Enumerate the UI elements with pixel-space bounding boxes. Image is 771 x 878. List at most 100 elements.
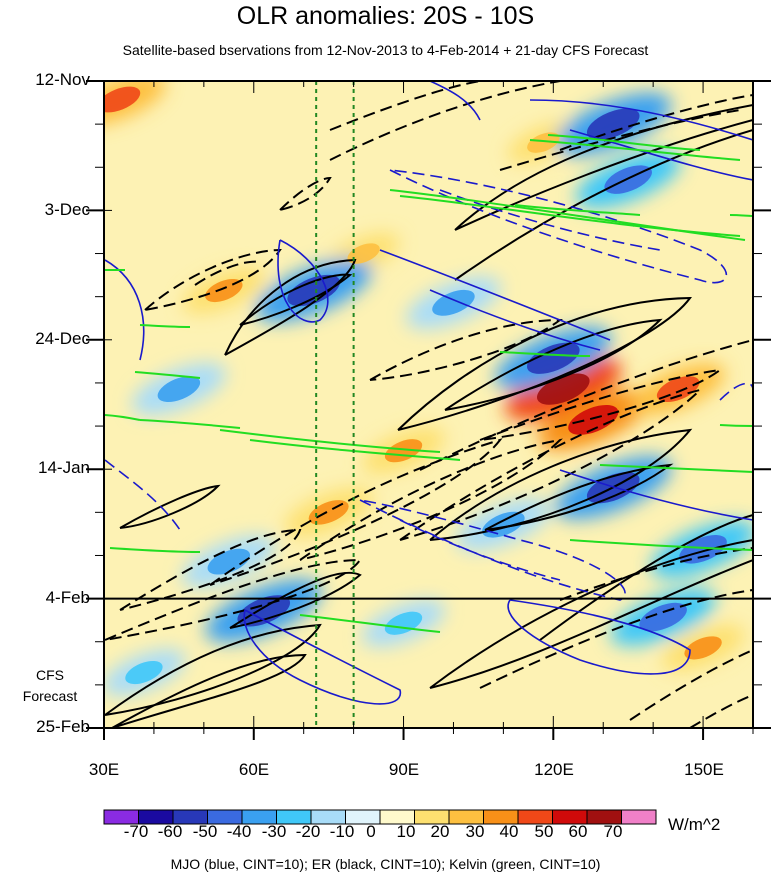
mjo-contour <box>277 239 329 323</box>
er-contour <box>104 558 362 641</box>
mjo-contour <box>104 259 145 361</box>
colorbar-label: 60 <box>568 822 588 841</box>
er-contour <box>629 649 753 721</box>
colorbar <box>103 809 657 825</box>
er-contour <box>111 653 307 728</box>
y-tick-label: 3-Dec <box>44 200 90 219</box>
chart-subtitle: Satellite-based bservations from 12-Nov-… <box>122 42 649 58</box>
er-contour <box>559 94 753 151</box>
er-contour <box>299 438 563 561</box>
kelvin-contour <box>134 371 201 379</box>
colorbar-units: W/m^2 <box>668 815 721 834</box>
anomaly-core <box>527 342 580 374</box>
y-tick-label: 14-Jan <box>38 458 90 477</box>
mjo-contour <box>359 499 626 601</box>
anomaly-core <box>679 535 727 564</box>
er-contour <box>454 103 753 231</box>
er-contour <box>689 694 753 728</box>
mjo-contour <box>569 129 753 181</box>
anomaly-core <box>125 660 163 685</box>
er-contour <box>399 388 704 541</box>
mjo-contour <box>389 169 728 284</box>
y-tick-label: 12-Nov <box>35 70 90 89</box>
mjo-contour <box>399 519 561 581</box>
anomaly-core <box>586 108 640 140</box>
kelvin-contour <box>514 204 641 216</box>
colorbar-label: -20 <box>295 822 321 841</box>
anomaly-core <box>104 86 141 113</box>
y-tick-label: 25-Feb <box>36 717 90 736</box>
y-tick-label: 4-Feb <box>45 588 90 607</box>
contour-legend-note: MJO (blue, CINT=10); ER (black, CINT=10)… <box>170 856 601 872</box>
mjo-contour <box>243 609 402 705</box>
colorbar-label: -40 <box>226 822 252 841</box>
mjo-positive-contours <box>104 81 753 705</box>
kelvin-contour <box>547 134 701 151</box>
mjo-contour <box>104 459 181 531</box>
anomaly-core <box>347 243 380 264</box>
mjo-contour <box>379 249 611 341</box>
er-contour <box>479 369 721 441</box>
contour-overlays <box>104 81 753 728</box>
colorbar-label: 20 <box>430 822 450 841</box>
forecast-label-line-2: Forecast <box>22 688 78 704</box>
anomaly-core <box>527 132 560 153</box>
mjo-contour <box>529 99 753 141</box>
y-tick-label: 24-Dec <box>35 329 90 348</box>
forecast-label-line-1: CFS <box>36 667 64 683</box>
er-contour <box>329 81 481 131</box>
anomaly-core <box>568 404 619 435</box>
x-tick-label: 60E <box>238 760 270 779</box>
x-tick-label: 90E <box>388 760 420 779</box>
kelvin-contour <box>529 139 741 161</box>
anomaly-core <box>287 274 340 307</box>
x-axis-ticks <box>103 81 754 740</box>
kelvin-contour <box>249 439 461 461</box>
mjo-contour <box>439 189 661 251</box>
er-contour <box>484 463 674 531</box>
er-contour <box>239 273 353 326</box>
colorbar-label: -70 <box>123 822 149 841</box>
y-axis-ticks <box>86 80 771 729</box>
colorbar-label: 70 <box>603 822 623 841</box>
mjo-contour <box>429 81 481 121</box>
er-contour <box>454 129 753 281</box>
mjo-contour <box>507 599 691 675</box>
colorbar-label: -50 <box>192 822 218 841</box>
colorbar-swatch <box>621 809 657 825</box>
er-contour <box>224 258 357 356</box>
kelvin-contour <box>729 214 753 217</box>
plot-frame <box>103 80 754 729</box>
colorbar-label: 10 <box>396 822 416 841</box>
kelvin-contour <box>104 414 141 421</box>
kelvin-contour <box>109 547 201 553</box>
er-contour <box>444 318 663 411</box>
er-contour <box>429 538 753 689</box>
kelvin-contour <box>599 464 753 473</box>
kelvin-contour <box>569 539 753 551</box>
colorbar-label: -30 <box>261 822 287 841</box>
x-tick-label: 30E <box>88 760 120 779</box>
er-contour <box>144 248 282 311</box>
er-contour <box>104 623 322 716</box>
kelvin-contours <box>104 134 753 633</box>
colorbar-label: 40 <box>499 822 519 841</box>
er-contour <box>194 260 261 286</box>
chart-title: OLR anomalies: 20S - 10S <box>236 2 535 30</box>
anomaly-core <box>684 636 722 660</box>
anomaly-core <box>639 602 687 632</box>
er-contour <box>559 547 753 601</box>
er-contour <box>329 81 561 161</box>
er-contour <box>119 528 302 611</box>
colorbar-label: -10 <box>329 822 355 841</box>
er-contour <box>429 428 693 541</box>
anomaly-core <box>432 289 475 316</box>
kelvin-contour <box>719 424 753 427</box>
anomaly-core <box>157 376 201 403</box>
colorbar-label: 0 <box>366 822 376 841</box>
er-contour <box>479 589 753 689</box>
er-contour <box>499 109 741 171</box>
mjo-contour <box>429 289 601 351</box>
kelvin-contour <box>139 419 241 429</box>
er-positive-contours <box>104 103 753 728</box>
